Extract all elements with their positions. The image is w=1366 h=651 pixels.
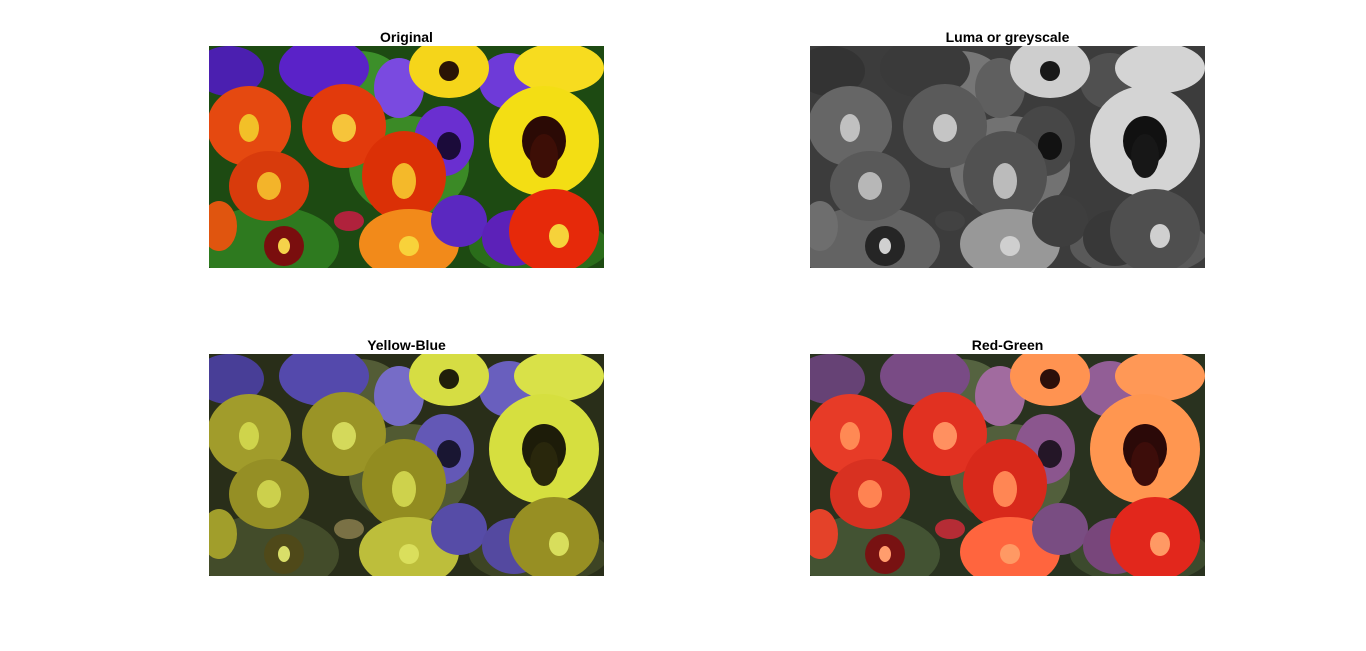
pansy-image-original xyxy=(209,46,604,268)
panel-luma: Luma or greyscale xyxy=(810,28,1205,268)
panel-title: Yellow-Blue xyxy=(367,337,446,353)
panel-yellow-blue: Yellow-Blue xyxy=(209,336,604,576)
panel-title: Luma or greyscale xyxy=(945,29,1070,45)
pansy-image-luma xyxy=(810,46,1205,268)
panel-red-green: Red-Green xyxy=(810,336,1205,576)
panel-title: Original xyxy=(380,29,433,45)
panel-title: Red-Green xyxy=(971,337,1044,353)
pansy-image-yellow-blue xyxy=(209,354,604,576)
pansy-image-red-green xyxy=(810,354,1205,576)
panel-original: Original xyxy=(209,28,604,268)
